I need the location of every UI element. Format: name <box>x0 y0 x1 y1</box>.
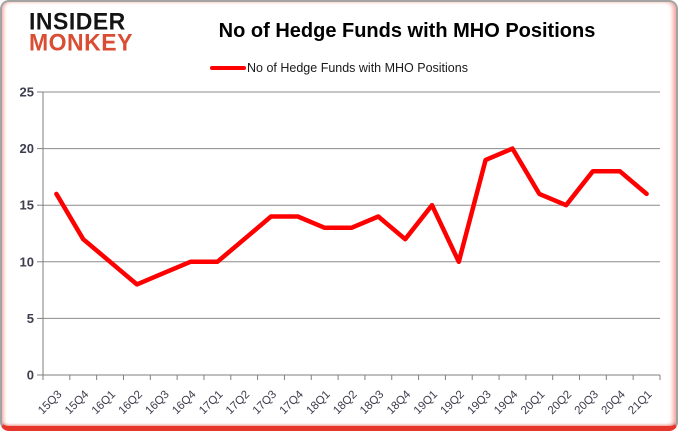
series-line <box>54 146 649 287</box>
legend-label: No of Hedge Funds with MHO Positions <box>247 61 468 75</box>
legend-line-swatch <box>210 66 247 70</box>
x-tick-label: 19Q4 <box>492 388 521 417</box>
x-tick-label: 21Q1 <box>626 389 654 417</box>
x-tick-label: 16Q3 <box>143 389 171 417</box>
x-tick-label: 17Q1 <box>197 389 225 417</box>
logo-line-insider: INSIDER <box>29 7 126 35</box>
y-tick-label: 25 <box>20 85 34 100</box>
x-tick-label: 19Q1 <box>412 389 440 417</box>
y-tick-label: 20 <box>20 141 34 156</box>
chart-title: No of Hedge Funds with MHO Positions <box>218 20 596 42</box>
x-tick-label: 20Q4 <box>599 388 628 417</box>
x-tick-label: 16Q4 <box>170 388 199 417</box>
x-tick-label: 20Q1 <box>519 389 547 417</box>
x-tick-label: 18Q4 <box>385 388 414 417</box>
chart-legend: No of Hedge Funds with MHO Positions <box>2 61 676 75</box>
x-tick-label: 16Q2 <box>117 389 145 417</box>
x-tick-label: 17Q3 <box>251 389 279 417</box>
y-tick-label: 0 <box>27 368 34 383</box>
x-tick-label: 20Q3 <box>573 389 601 417</box>
x-tick-label: 18Q1 <box>304 389 332 417</box>
x-tick-label: 17Q2 <box>224 389 252 417</box>
logo-line-monkey: MONKEY <box>29 28 133 56</box>
y-tick-label: 5 <box>27 311 34 326</box>
x-tick-label: 20Q2 <box>546 389 574 417</box>
insider-monkey-logo: INSIDER MONKEY <box>29 7 133 56</box>
x-tick-label: 19Q3 <box>465 389 493 417</box>
x-tick-label: 15Q3 <box>36 389 64 417</box>
y-tick-label: 15 <box>20 198 34 213</box>
x-tick-label: 15Q4 <box>63 388 92 417</box>
y-tick-label: 10 <box>20 254 34 269</box>
x-tick-label: 16Q1 <box>90 389 118 417</box>
x-tick-label: 19Q2 <box>439 389 467 417</box>
x-tick-label: 17Q4 <box>278 388 307 417</box>
x-tick-label: 18Q2 <box>331 389 359 417</box>
x-tick-label: 18Q3 <box>358 389 386 417</box>
